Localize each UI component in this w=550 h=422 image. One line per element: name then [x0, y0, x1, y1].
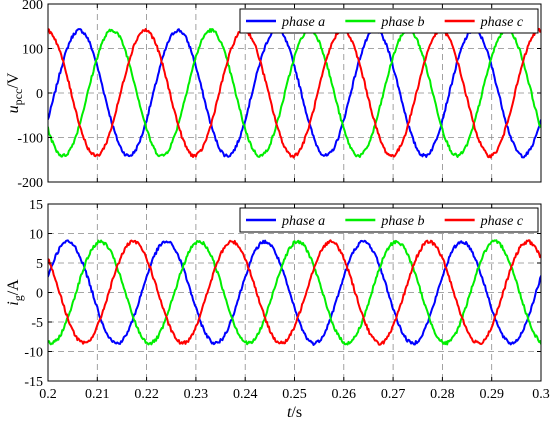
y-axis-label: ig/A: [5, 279, 25, 306]
legend-box: [239, 207, 539, 233]
x-tick-label: 0.29: [479, 387, 504, 402]
legend: phase a phase b phase c: [239, 8, 539, 34]
series-line-phase-c: [48, 239, 541, 346]
y-tick-label: -10: [24, 346, 43, 361]
legend-label: phase c: [480, 214, 524, 229]
series-line-phase-a: [48, 239, 541, 346]
legend-label: phase b: [380, 15, 424, 30]
y-tick-label: 0: [36, 87, 43, 102]
y-tick-label: -100: [17, 132, 43, 147]
series-line-phase-b: [48, 27, 541, 159]
y-tick-label: -15: [24, 375, 43, 390]
y-tick-label: 15: [29, 198, 43, 213]
y-axis-label: upcc/V: [5, 72, 25, 113]
legend-box: [239, 8, 539, 34]
legend-label: phase a: [281, 15, 325, 30]
legend: phase a phase b phase c: [239, 207, 539, 233]
y-tick-label: 10: [29, 228, 43, 243]
x-tick-label: 0.22: [134, 387, 159, 402]
x-tick-label: 0.23: [184, 387, 209, 402]
x-tick-label: 0.25: [282, 387, 307, 402]
y-tick-label: 100: [22, 43, 43, 58]
x-axis-label: t/s: [287, 404, 302, 421]
legend-label: phase a: [281, 214, 325, 229]
y-tick-label: 200: [22, 0, 43, 13]
y-tick-label: -5: [31, 316, 43, 331]
x-tick-label: 0.2: [39, 387, 57, 402]
series-line-phase-c: [48, 27, 541, 159]
x-tick-label: 0.21: [85, 387, 110, 402]
y-tick-label: 0: [36, 287, 43, 302]
y-tick-label: -200: [17, 176, 43, 191]
x-tick-label: 0.26: [332, 387, 357, 402]
series-line-phase-b: [48, 239, 541, 346]
x-tick-label: 0.28: [430, 387, 455, 402]
legend-label: phase c: [480, 15, 524, 30]
x-tick-label: 0.3: [532, 387, 550, 402]
chart-panel-2: 0.2 0.21 0.22 0.23 0.24 0.25 0.26 0.27 0.28 0.29 0…: [5, 198, 550, 421]
y-tick-label: 5: [36, 257, 43, 272]
series-line-phase-a: [48, 28, 541, 159]
legend-label: phase b: [380, 214, 424, 229]
x-tick-label: 0.27: [381, 387, 406, 402]
x-tick-label: 0.24: [233, 387, 258, 402]
